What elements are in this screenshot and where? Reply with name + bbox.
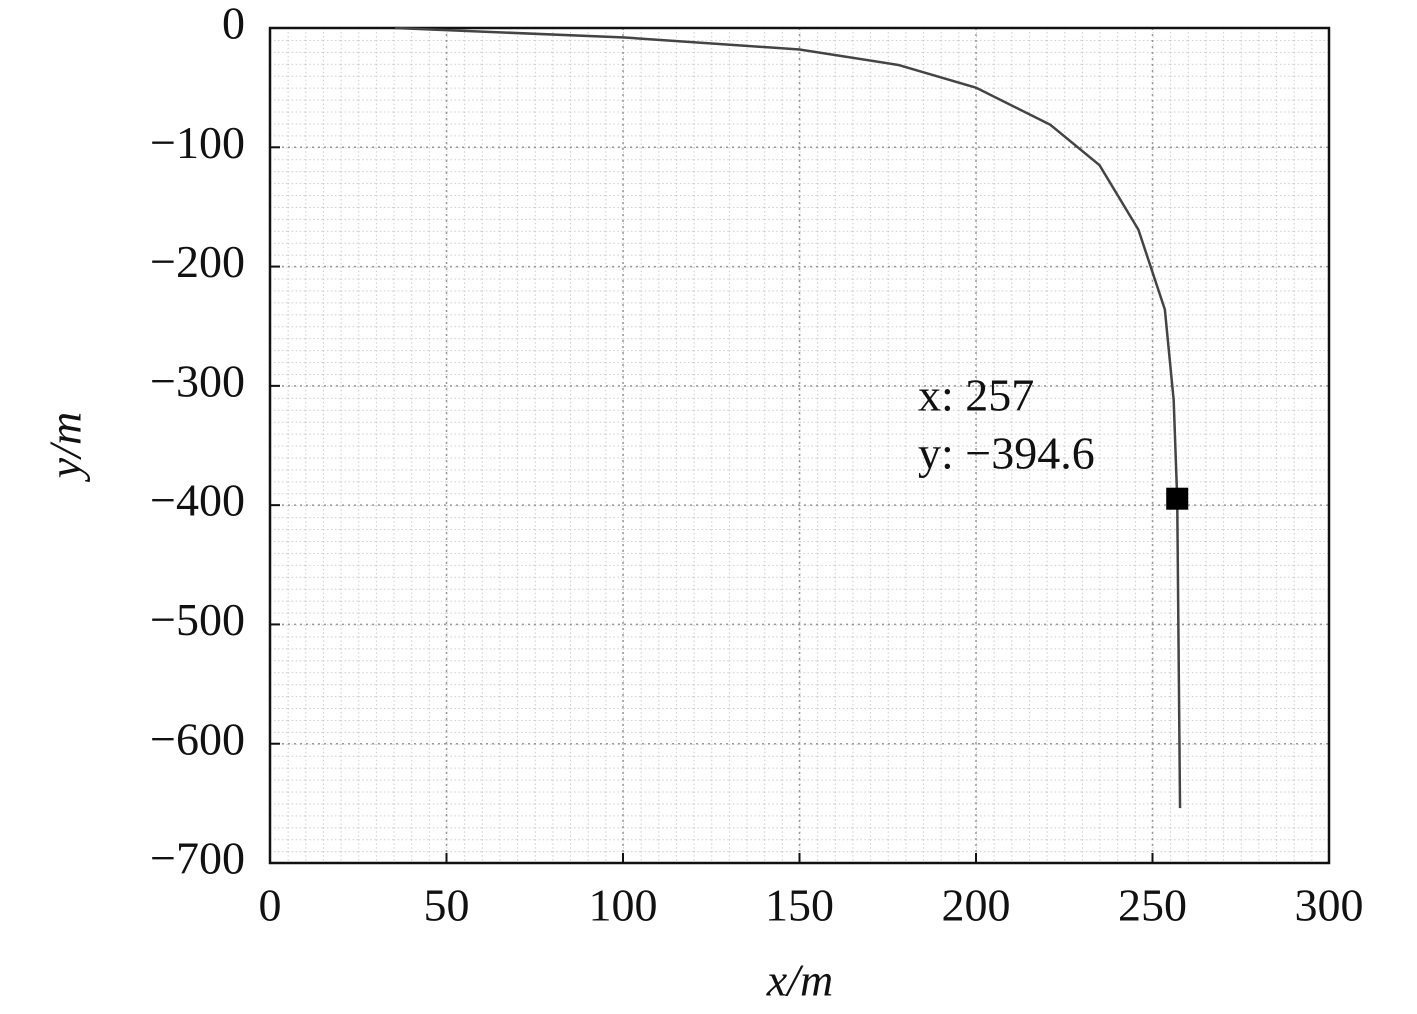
x-tick-label: 250 <box>1118 880 1187 931</box>
y-tick-label: −600 <box>150 713 245 764</box>
y-tick-label: −400 <box>150 475 245 526</box>
y-tick-label: −500 <box>150 594 245 645</box>
y-tick-label: −700 <box>150 833 245 884</box>
data-tip-marker <box>1166 487 1189 510</box>
x-tick-label: 200 <box>942 880 1011 931</box>
x-axis-label: x/m <box>766 955 833 1006</box>
y-tick-label: −200 <box>150 236 245 287</box>
data-tip-label: y: −394.6 <box>918 428 1095 479</box>
data-tip-label: x: 257 <box>918 370 1034 421</box>
x-tick-label: 300 <box>1295 880 1364 931</box>
y-tick-label: −300 <box>150 355 245 406</box>
y-axis-label: y/m <box>40 412 91 482</box>
x-tick-label: 50 <box>424 880 470 931</box>
x-tick-label: 100 <box>589 880 658 931</box>
y-tick-label: −100 <box>150 117 245 168</box>
x-tick-label: 0 <box>259 880 282 931</box>
y-tick-label: 0 <box>222 0 245 49</box>
trajectory-line <box>394 26 1182 809</box>
x-tick-label: 150 <box>765 880 834 931</box>
